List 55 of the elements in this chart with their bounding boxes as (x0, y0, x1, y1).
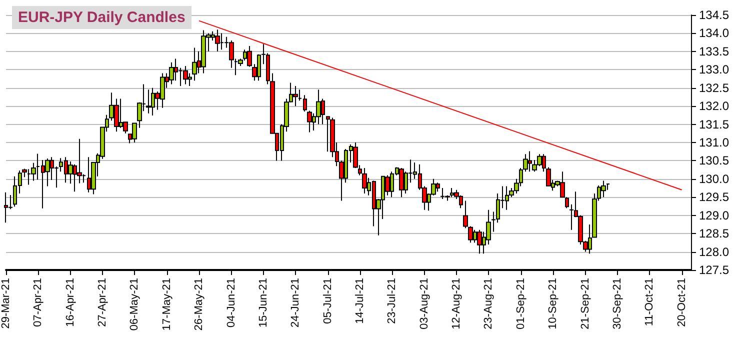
candlestick (132, 122, 137, 143)
y-tick-label: 130.5 (699, 154, 730, 168)
x-tick-label: 14-Jul-21 (354, 278, 366, 324)
candlestick (247, 45, 252, 68)
y-tick-label: 132.5 (699, 80, 730, 95)
y-tick-label: 128.0 (699, 244, 730, 259)
x-tick-label: 12-Aug-21 (450, 278, 463, 330)
candlestick (169, 62, 174, 85)
x-tick-label: 17-May-21 (160, 278, 173, 331)
x-tick-label: 23-Aug-21 (482, 278, 495, 330)
y-tick-label: 127.5 (699, 263, 730, 277)
x-tick-label: 15-Jun-21 (257, 278, 270, 328)
y-tick-label: 131.5 (699, 117, 730, 132)
x-tick-label: 01-Sep-21 (514, 278, 527, 330)
candlestick (477, 229, 482, 254)
candlestick (523, 154, 528, 172)
y-tick-label: 128.5 (699, 226, 730, 241)
candlestick (326, 116, 330, 152)
x-tick-label: 05-Jul-21 (322, 278, 334, 324)
x-tick-label: 04-Jun-21 (225, 278, 238, 328)
candlestick (468, 226, 473, 244)
y-tick-label: 132.0 (699, 99, 730, 114)
candlestick (307, 110, 312, 133)
x-tick-label: 20-Oct-21 (676, 278, 688, 327)
x-tick-label: 06-May-21 (128, 278, 141, 331)
x-tick-label: 11-Oct-21 (644, 278, 656, 326)
x-tick-label: 10-Sep-21 (547, 278, 560, 330)
candlestick (601, 180, 606, 198)
candlestick (362, 168, 367, 194)
x-tick-label: 30-Sep-21 (611, 278, 624, 330)
candlestick (215, 29, 220, 52)
y-tick-label: 133.5 (699, 44, 730, 58)
x-tick-label: 07-Apr-21 (32, 278, 44, 327)
x-tick-label: 27-Apr-21 (96, 278, 109, 327)
x-tick-label: 24-Jun-21 (290, 278, 302, 328)
y-tick-label: 130.0 (699, 172, 730, 186)
x-tick-label: 03-Aug-21 (418, 278, 430, 330)
candlestick (192, 47, 197, 82)
x-tick-label: 29-Mar-21 (0, 278, 12, 329)
x-tick-label: 26-May-21 (193, 278, 206, 331)
candlestick (463, 200, 468, 229)
y-tick-label: 131.0 (699, 136, 730, 150)
candlestick (146, 89, 151, 114)
y-tick-label: 129.0 (699, 208, 730, 222)
y-tick-label: 134.5 (699, 8, 730, 22)
candlestick (293, 86, 298, 107)
x-tick-label: 16-Apr-21 (64, 278, 76, 327)
y-tick-label: 133.0 (699, 62, 730, 77)
x-tick-label: 23-Jul-21 (386, 278, 398, 324)
chart-title: EUR-JPY Daily Candles (18, 9, 186, 26)
y-tick-label: 134.0 (699, 26, 730, 40)
candlestick (546, 166, 551, 187)
candlestick (399, 168, 404, 198)
y-tick-label: 129.5 (699, 190, 730, 204)
x-tick-label: 21-Sep-21 (579, 278, 592, 330)
